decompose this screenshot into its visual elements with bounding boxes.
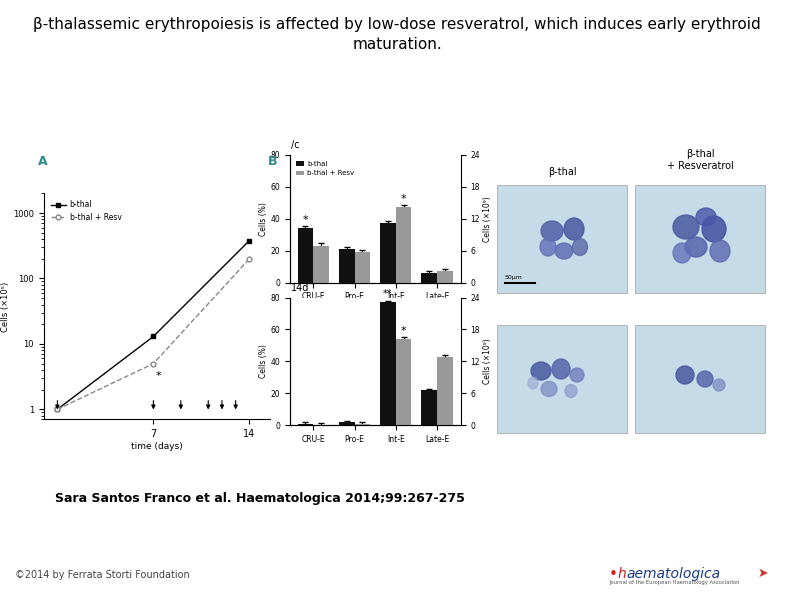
- Text: Sara Santos Franco et al. Haematologica 2014;99:267-275: Sara Santos Franco et al. Haematologica …: [55, 492, 464, 505]
- b-thal: [148, 333, 158, 340]
- Bar: [380, 224, 395, 283]
- Bar: [437, 356, 453, 425]
- Ellipse shape: [673, 243, 691, 263]
- Ellipse shape: [685, 237, 707, 257]
- Ellipse shape: [570, 368, 584, 382]
- Ellipse shape: [713, 379, 725, 391]
- Ellipse shape: [564, 218, 584, 240]
- Bar: [355, 424, 370, 425]
- Text: 14d: 14d: [291, 283, 309, 293]
- Ellipse shape: [528, 377, 538, 389]
- Text: •: •: [609, 567, 618, 582]
- Y-axis label: Cells (×10⁵): Cells (×10⁵): [1, 281, 10, 331]
- Text: A: A: [38, 155, 48, 168]
- Ellipse shape: [555, 243, 573, 259]
- Text: *: *: [156, 371, 162, 381]
- b-thal: [245, 237, 254, 244]
- Bar: [395, 339, 411, 425]
- Ellipse shape: [552, 359, 570, 379]
- Bar: [380, 302, 395, 425]
- Ellipse shape: [696, 208, 716, 226]
- Bar: [437, 271, 453, 283]
- Bar: [497, 325, 627, 433]
- Text: β-thal: β-thal: [548, 167, 576, 177]
- Bar: [422, 390, 437, 425]
- Ellipse shape: [676, 366, 694, 384]
- Bar: [355, 252, 370, 283]
- Legend: b-thal, b-thal + Resv: b-thal, b-thal + Resv: [48, 197, 125, 225]
- b-thal: [52, 406, 62, 413]
- Y-axis label: Cells (%): Cells (%): [259, 345, 268, 378]
- Ellipse shape: [702, 216, 726, 242]
- Ellipse shape: [541, 221, 563, 241]
- Bar: [395, 208, 411, 283]
- Bar: [497, 185, 627, 293]
- Legend: b-thal, b-thal + Resv: b-thal, b-thal + Resv: [293, 158, 357, 179]
- Text: aematologica: aematologica: [626, 567, 720, 581]
- Text: *: *: [401, 195, 407, 204]
- Bar: [298, 424, 314, 425]
- Y-axis label: Cells (%): Cells (%): [259, 202, 268, 236]
- Ellipse shape: [697, 371, 713, 387]
- Text: *: *: [303, 215, 308, 225]
- Ellipse shape: [541, 381, 557, 396]
- Text: ➤: ➤: [758, 567, 769, 580]
- Bar: [314, 246, 329, 283]
- Y-axis label: Cells (×10⁹): Cells (×10⁹): [483, 196, 491, 242]
- Text: /c: /c: [291, 140, 299, 150]
- Bar: [635, 185, 765, 293]
- Bar: [298, 228, 314, 283]
- Ellipse shape: [710, 240, 730, 262]
- Ellipse shape: [540, 238, 556, 256]
- b-thal + Resv: [52, 406, 62, 413]
- Ellipse shape: [572, 239, 588, 255]
- Ellipse shape: [673, 215, 699, 239]
- Ellipse shape: [531, 362, 551, 380]
- Text: β-thal
+ Resveratrol: β-thal + Resveratrol: [667, 149, 734, 171]
- Text: β-thalassemic erythropoiesis is affected by low-dose resveratrol, which induces : β-thalassemic erythropoiesis is affected…: [33, 17, 761, 52]
- Text: *: *: [401, 326, 407, 336]
- Bar: [422, 273, 437, 283]
- Bar: [635, 325, 765, 433]
- Text: h: h: [618, 567, 626, 581]
- Y-axis label: Cells (×10⁹): Cells (×10⁹): [483, 339, 491, 384]
- b-thal + Resv: [148, 360, 158, 367]
- Text: ©2014 by Ferrata Storti Foundation: ©2014 by Ferrata Storti Foundation: [15, 570, 190, 580]
- X-axis label: time (days): time (days): [131, 442, 183, 451]
- Text: 50μm: 50μm: [505, 275, 523, 280]
- Bar: [339, 249, 355, 283]
- b-thal + Resv: [245, 255, 254, 262]
- Text: B: B: [268, 155, 277, 168]
- Text: **: **: [384, 289, 393, 299]
- Text: Journal of the European Haematology Association: Journal of the European Haematology Asso…: [609, 580, 739, 585]
- Bar: [339, 422, 355, 425]
- Line: b-thal: b-thal: [55, 238, 252, 412]
- Line: b-thal + Resv: b-thal + Resv: [55, 256, 252, 412]
- Ellipse shape: [565, 384, 577, 397]
